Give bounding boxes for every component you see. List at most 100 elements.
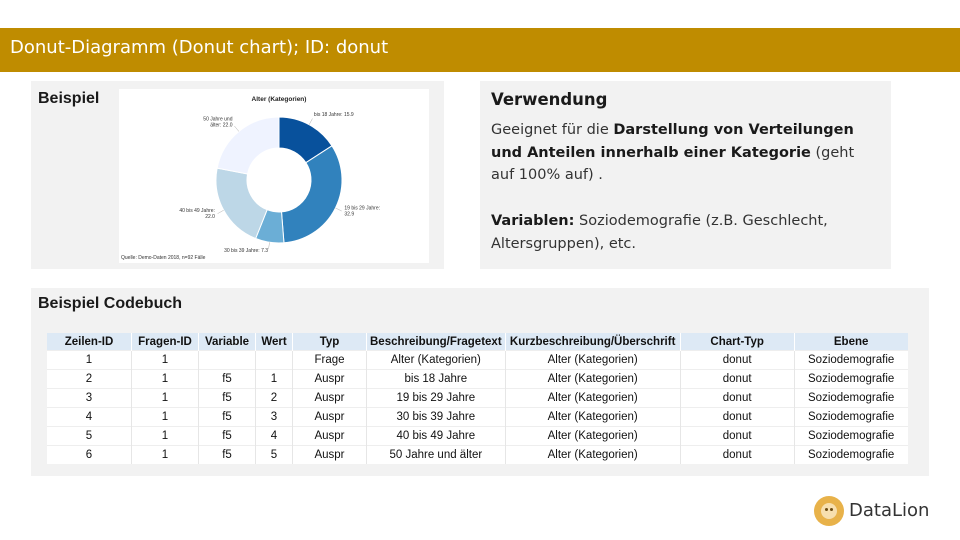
table-cell: 1 xyxy=(255,369,293,389)
donut-chart: Alter (Kategorien) bis 18 Jahre: 15.9 19 … xyxy=(119,89,429,263)
table-cell: Auspr xyxy=(292,445,367,464)
table-cell: Soziodemografie xyxy=(794,369,908,389)
table-cell: 1 xyxy=(47,350,132,370)
usage-heading: Verwendung xyxy=(491,90,608,109)
donut-chart-svg: Alter (Kategorien) bis 18 Jahre: 15.9 19 … xyxy=(121,96,380,261)
table-cell: 5 xyxy=(47,426,132,446)
usage-vars-label: Variablen: xyxy=(491,213,575,229)
table-cell: Alter (Kategorien) xyxy=(505,388,681,408)
table-cell: 1 xyxy=(131,445,199,464)
datalion-logo: DataLion xyxy=(814,496,934,526)
table-cell: Soziodemografie xyxy=(794,350,908,370)
table-cell: 6 xyxy=(47,445,132,464)
chart-source: Quelle: Demo-Daten 2018, n=92 Fälle xyxy=(121,255,206,261)
lion-icon xyxy=(814,496,844,526)
table-cell: 1 xyxy=(131,350,199,370)
table-cell: Alter (Kategorien) xyxy=(505,426,681,446)
usage-text-bold: Darstellung von Verteilungen und Anteile… xyxy=(491,122,854,161)
column-header: Beschreibung/Fragetext xyxy=(366,333,506,351)
table-cell: Auspr xyxy=(292,388,367,408)
page-title: Donut-Diagramm (Donut chart); ID: donut xyxy=(10,37,389,58)
table-cell: 2 xyxy=(47,369,132,389)
table-cell: Alter (Kategorien) xyxy=(505,407,681,427)
table-cell: f5 xyxy=(198,407,256,427)
table-cell: Alter (Kategorien) xyxy=(366,350,506,370)
table-cell: Auspr xyxy=(292,369,367,389)
column-header: Kurzbeschreibung/Überschrift xyxy=(505,333,681,351)
leader-line xyxy=(234,125,240,132)
donut-slice xyxy=(216,116,280,175)
column-header: Variable xyxy=(198,333,256,351)
table-row: 2 1 f5 1 Auspr bis 18 Jahre Alter (Kategorien)… xyxy=(47,369,908,389)
leader-line xyxy=(268,242,270,250)
column-header: Chart-Typ xyxy=(680,333,795,351)
table-cell: Alter (Kategorien) xyxy=(505,350,681,370)
table-cell: f5 xyxy=(198,426,256,446)
table-cell: Soziodemografie xyxy=(794,445,908,464)
table-cell: donut xyxy=(680,369,795,389)
slice-label: 50 Jahre und älter: 22.0 xyxy=(203,117,232,129)
table-row: 6 1 f5 5 Auspr 50 Jahre und älter Alter (Kateg… xyxy=(47,445,908,464)
table-cell: 5 xyxy=(255,445,293,464)
table-cell: 1 xyxy=(131,388,199,408)
table-cell: 30 bis 39 Jahre xyxy=(366,407,506,427)
table-cell: Soziodemografie xyxy=(794,426,908,446)
table-cell: Alter (Kategorien) xyxy=(505,369,681,389)
table-cell: 4 xyxy=(47,407,132,427)
table-cell: donut xyxy=(680,407,795,427)
leader-line xyxy=(308,118,313,125)
header-bar: Donut-Diagramm (Donut chart); ID: donut xyxy=(0,28,960,72)
table-cell: 50 Jahre und älter xyxy=(366,445,506,464)
table-cell: Alter (Kategorien) xyxy=(505,445,681,464)
table-row: 4 1 f5 3 Auspr 30 bis 39 Jahre Alter (Kategori… xyxy=(47,407,908,427)
table-cell: f5 xyxy=(198,369,256,389)
table-cell: 3 xyxy=(47,388,132,408)
table-cell: 2 xyxy=(255,388,293,408)
slice-label: 19 bis 29 Jahre: 32.9 xyxy=(344,205,380,217)
donut-slice xyxy=(280,145,343,244)
column-header: Wert xyxy=(255,333,293,351)
column-header: Typ xyxy=(292,333,367,351)
donut-slice xyxy=(215,167,268,240)
usage-text-prefix: Geeignet für die xyxy=(491,122,614,138)
table-cell: Frage xyxy=(292,350,367,370)
table-cell: 1 xyxy=(131,407,199,427)
slice-label: 30 bis 39 Jahre: 7.3 xyxy=(224,248,268,254)
usage-description: Geeignet für die Darstellung von Verteil… xyxy=(491,119,881,187)
table-cell: donut xyxy=(680,445,795,464)
table-cell: 19 bis 29 Jahre xyxy=(366,388,506,408)
usage-text-suffix: (geht auf 100% auf) . xyxy=(491,144,855,184)
table-row: 5 1 f5 4 Auspr 40 bis 49 Jahre Alter (Kategori… xyxy=(47,426,908,446)
chart-title: Alter (Kategorien) xyxy=(252,96,307,103)
slice-label: bis 18 Jahre: 15.9 xyxy=(314,112,354,118)
table-cell: 1 xyxy=(131,426,199,446)
table-cell: Soziodemografie xyxy=(794,407,908,427)
table-row: 3 1 f5 2 Auspr 19 bis 29 Jahre Alter (Kategori… xyxy=(47,388,908,408)
table-cell: f5 xyxy=(198,445,256,464)
leader-line xyxy=(217,210,224,214)
usage-vars-text: Soziodemografie (z.B. Geschlecht, Alters… xyxy=(491,213,828,252)
table-cell: f5 xyxy=(198,388,256,408)
table-cell: Auspr xyxy=(292,407,367,427)
table-cell xyxy=(255,350,293,370)
table-row: 1 1 Frage Alter (Kategorien) Alter (Kategori… xyxy=(47,350,908,370)
logo-text: DataLion xyxy=(849,500,930,521)
table-cell: 1 xyxy=(131,369,199,389)
leader-line xyxy=(335,207,342,212)
table-cell: 40 bis 49 Jahre xyxy=(366,426,506,446)
codebook-table: Zeilen-ID Fragen-ID Variable Wert Typ Be… xyxy=(47,333,908,464)
table-header-row: Zeilen-ID Fragen-ID Variable Wert Typ Be… xyxy=(47,333,908,351)
slice-label: 40 bis 49 Jahre: 22.0 xyxy=(179,208,215,220)
table-cell: Soziodemografie xyxy=(794,388,908,408)
codebook-heading: Beispiel Codebuch xyxy=(38,295,183,312)
codebook-panel: Beispiel Codebuch Zeilen-ID Fragen-ID Va… xyxy=(31,288,929,476)
table-cell: donut xyxy=(680,388,795,408)
column-header: Ebene xyxy=(794,333,908,351)
usage-panel: Verwendung Geeignet für die Darstellung … xyxy=(480,81,891,269)
table-cell: donut xyxy=(680,350,795,370)
example-heading: Beispiel xyxy=(38,90,100,107)
example-panel: Beispiel Alter (Kategorien) bis 18 Jahre… xyxy=(31,81,444,269)
table-cell: 4 xyxy=(255,426,293,446)
table-cell: bis 18 Jahre xyxy=(366,369,506,389)
column-header: Zeilen-ID xyxy=(47,333,132,351)
